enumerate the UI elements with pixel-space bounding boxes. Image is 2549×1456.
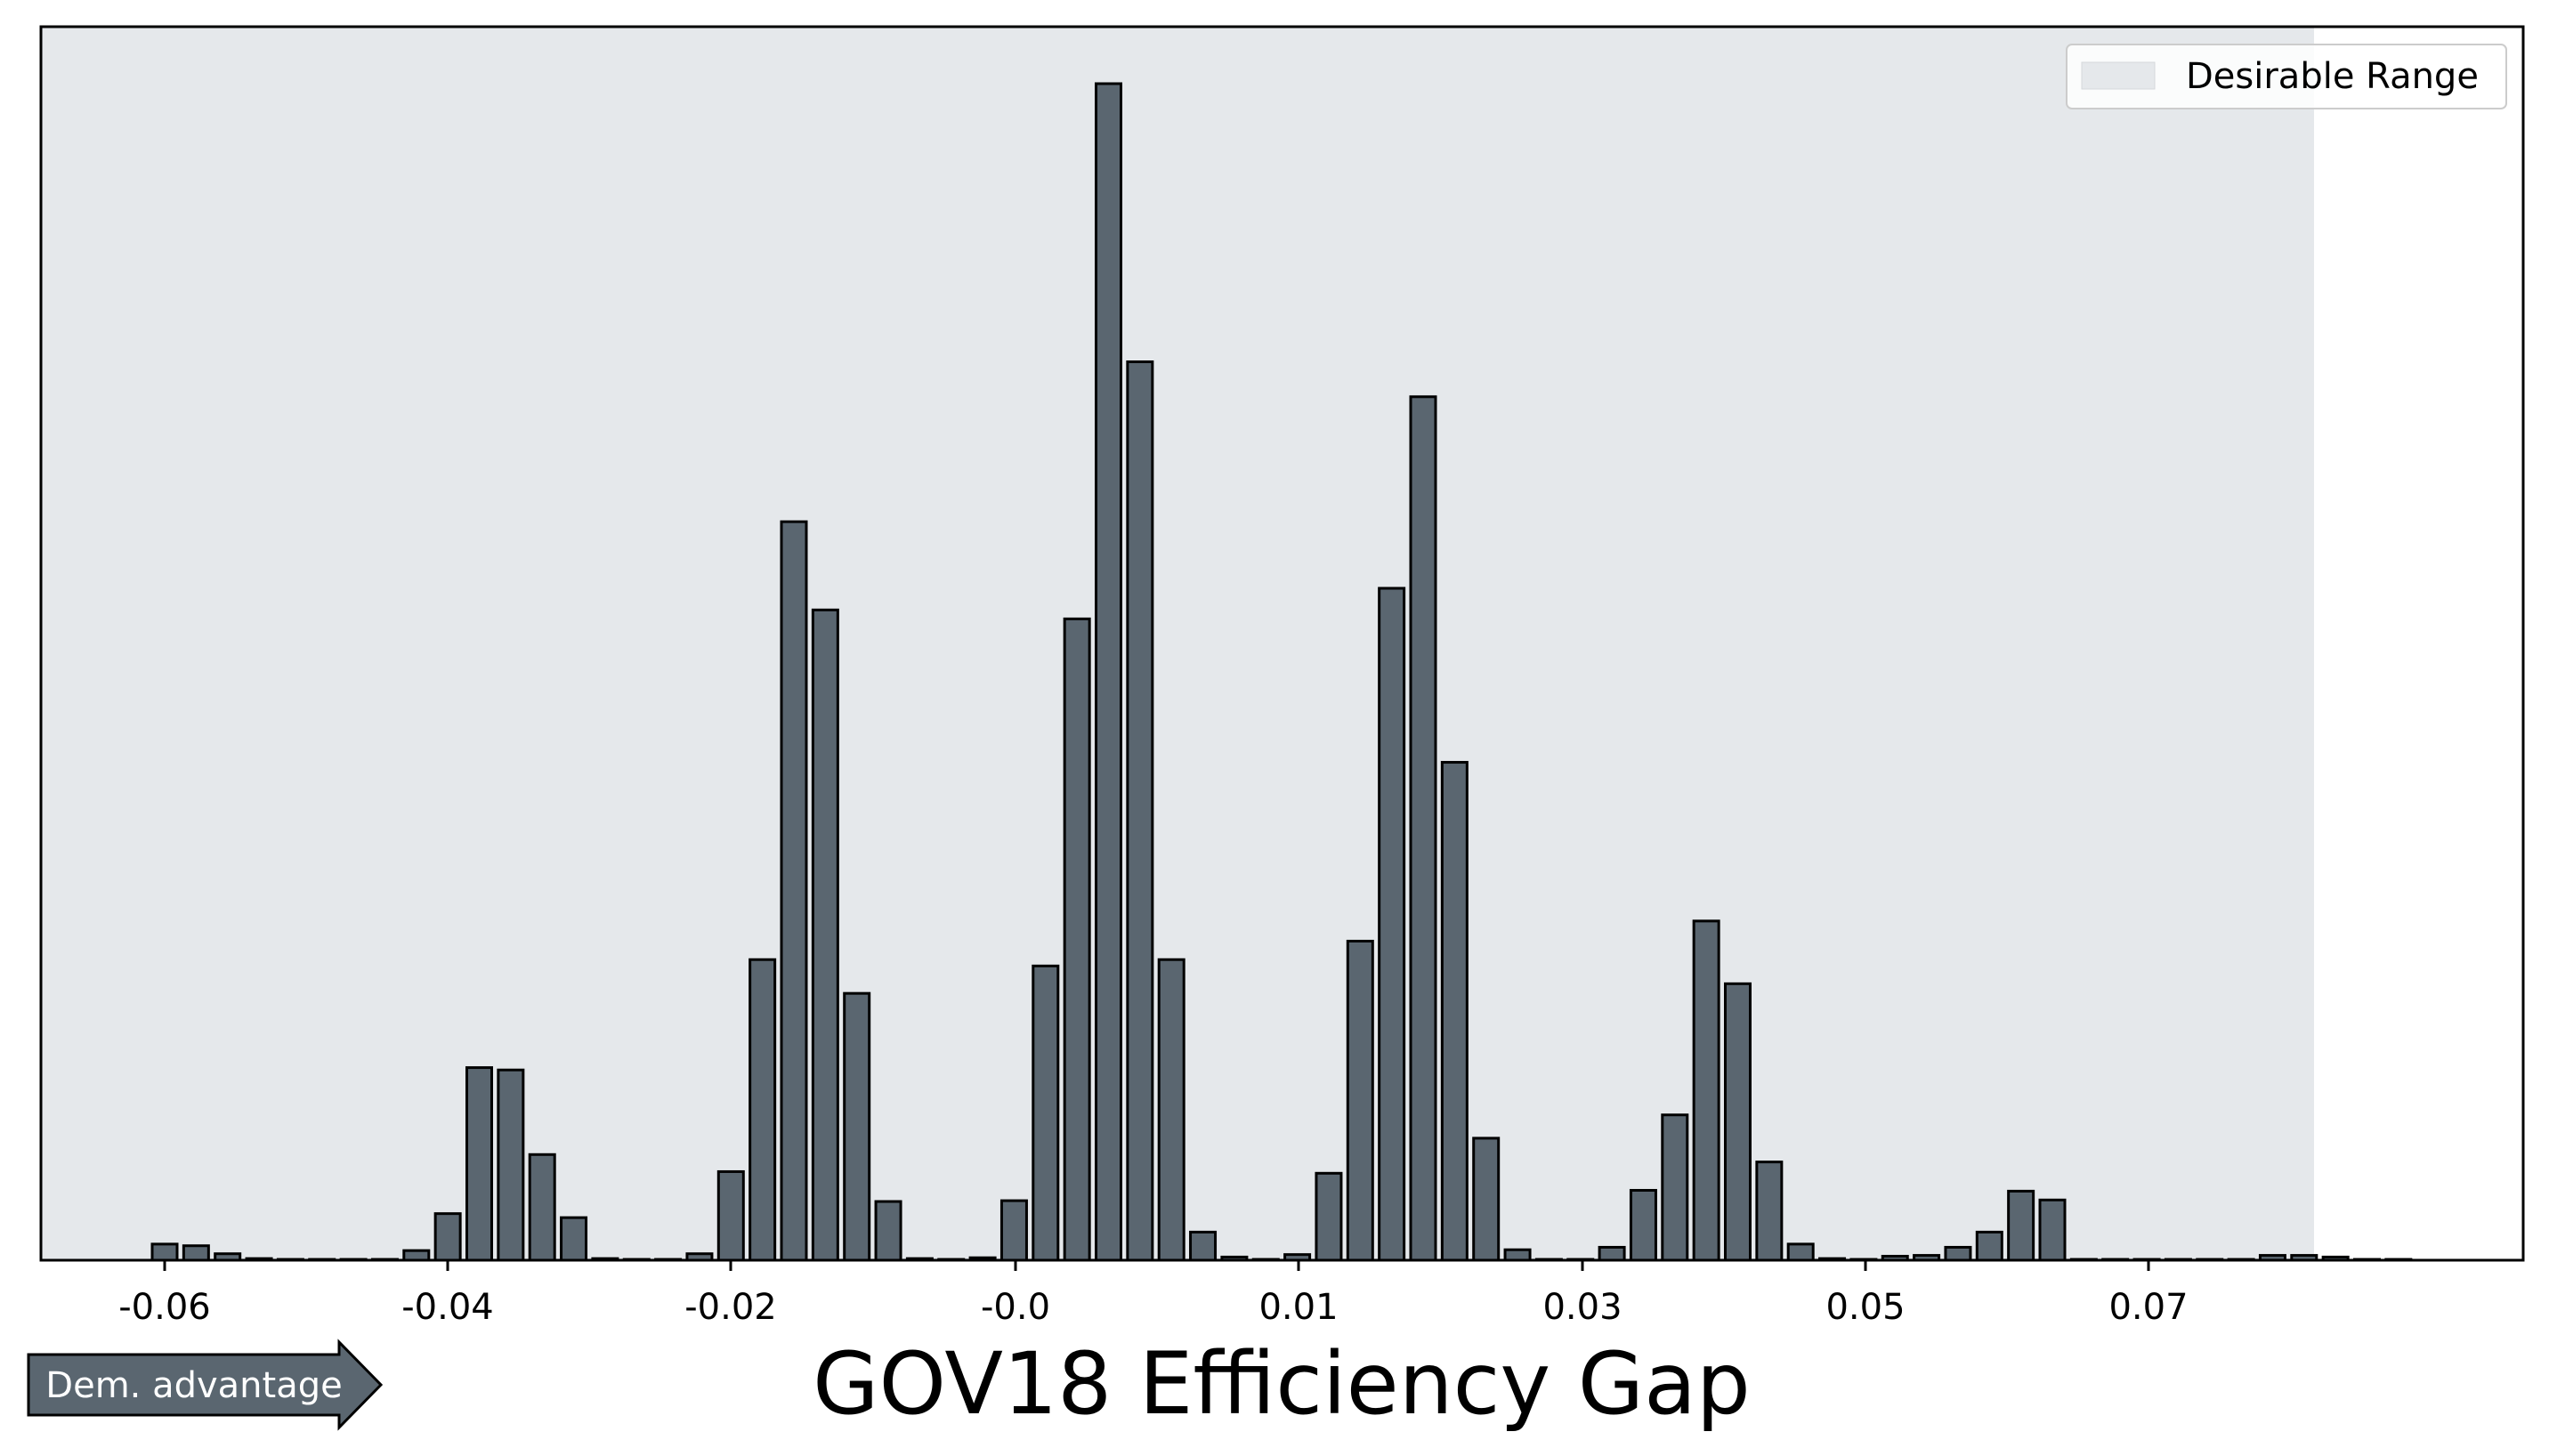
x-tick-label: -0.04 bbox=[401, 1287, 494, 1328]
histogram-bar bbox=[1944, 1245, 1972, 1262]
histogram-bar bbox=[1315, 1171, 1343, 1262]
histogram-bar bbox=[999, 1199, 1028, 1262]
x-tick-label: 0.07 bbox=[2108, 1287, 2188, 1328]
x-tick-label: 0.05 bbox=[1825, 1287, 1905, 1328]
histogram-bar bbox=[1157, 958, 1185, 1262]
histogram-bar bbox=[433, 1212, 462, 1262]
histogram-bar bbox=[1378, 586, 1406, 1262]
histogram-bar bbox=[1975, 1230, 2003, 1262]
x-tick-label: 0.03 bbox=[1542, 1287, 1622, 1328]
histogram-bar bbox=[1440, 761, 1469, 1262]
histogram-bar bbox=[1629, 1188, 1657, 1262]
x-axis-label: GOV18 Efficiency Gap bbox=[813, 1334, 1751, 1434]
histogram-bar bbox=[1598, 1245, 1626, 1262]
histogram-bar bbox=[716, 1169, 745, 1262]
histogram-bar bbox=[1786, 1242, 1815, 1262]
plot-frame bbox=[39, 25, 2525, 1262]
histogram-bar bbox=[465, 1066, 493, 1262]
right-arrow-icon bbox=[27, 1339, 384, 1431]
histogram-bar bbox=[1409, 395, 1437, 1262]
histogram-bar bbox=[1126, 360, 1154, 1262]
x-tick-label: 0.01 bbox=[1258, 1287, 1338, 1328]
histogram-bar bbox=[1755, 1161, 1784, 1262]
histogram-bar bbox=[1503, 1248, 1532, 1262]
histogram-bar bbox=[2038, 1198, 2067, 1262]
histogram-bar bbox=[1692, 919, 1720, 1262]
histogram-bar bbox=[497, 1068, 525, 1262]
legend-box bbox=[2066, 44, 2507, 109]
legend-swatch-desirable-range bbox=[2081, 61, 2156, 90]
x-tick-label: -0.02 bbox=[684, 1287, 777, 1328]
histogram-bar bbox=[2007, 1189, 2035, 1262]
x-tick-label: -0.06 bbox=[118, 1287, 211, 1328]
dem-advantage-arrow: Dem. advantage bbox=[27, 1339, 384, 1431]
histogram-bar bbox=[182, 1244, 210, 1262]
histogram-bar bbox=[843, 991, 871, 1262]
histogram-bar bbox=[402, 1249, 431, 1262]
legend-label-desirable-range: Desirable Range bbox=[2186, 56, 2479, 97]
histogram-bar bbox=[874, 1200, 902, 1262]
histogram-bar bbox=[1724, 982, 1752, 1262]
histogram-bar bbox=[780, 520, 808, 1262]
histogram-bar bbox=[1095, 82, 1122, 1262]
histogram-bar bbox=[1189, 1230, 1218, 1262]
histogram-bar bbox=[1661, 1113, 1689, 1262]
x-axis-ticks: -0.06 -0.04 -0.02 -0.0 0.01 0.03 0.05 0.07 bbox=[118, 1260, 2189, 1328]
histogram-bar bbox=[150, 1242, 179, 1262]
histogram-bar bbox=[1472, 1136, 1501, 1262]
legend: Desirable Range bbox=[2066, 44, 2507, 109]
histogram-bar bbox=[1063, 617, 1091, 1262]
x-tick-label: -0.0 bbox=[981, 1287, 1050, 1328]
histogram-bar bbox=[560, 1216, 588, 1262]
histogram-bar bbox=[1032, 964, 1060, 1262]
histogram-bar bbox=[749, 958, 777, 1262]
histogram-bar bbox=[811, 608, 839, 1262]
histogram-bar bbox=[528, 1153, 556, 1262]
dem-advantage-label: Dem. advantage bbox=[45, 1365, 342, 1406]
histogram-bar bbox=[1346, 939, 1374, 1262]
